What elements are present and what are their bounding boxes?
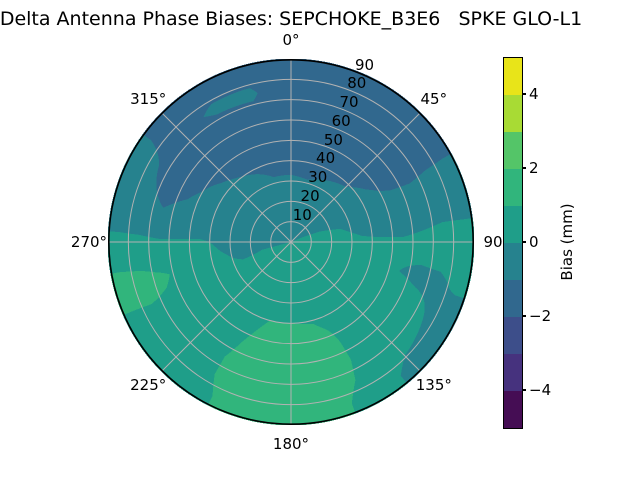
colorbar-segment (504, 391, 522, 428)
radial-tick-label-70: 70 (339, 93, 359, 111)
angle-tick-label-270: 270° (70, 233, 108, 251)
colorbar-tick-label: 2 (529, 159, 539, 177)
grid-spoke (161, 112, 292, 243)
grid-spoke (290, 112, 421, 243)
colorbar-segment (504, 206, 522, 243)
colorbar (503, 57, 523, 429)
colorbar-segment (504, 132, 522, 169)
colorbar-tick-label: −4 (529, 381, 552, 399)
angle-tick-label-180: 180° (272, 435, 310, 453)
colorbar-segment (504, 243, 522, 280)
grid-spoke (161, 241, 292, 372)
polar-plot (108, 59, 474, 425)
radial-tick-label-20: 20 (300, 187, 320, 205)
colorbar-tick (522, 241, 526, 243)
colorbar-tick-label: 4 (529, 85, 539, 103)
colorbar-tick-label: −2 (529, 307, 552, 325)
angle-tick-label-90: 90 (483, 233, 503, 251)
colorbar-segment (504, 169, 522, 206)
colorbar-segment (504, 58, 522, 95)
angle-tick-label-315: 315° (130, 90, 167, 109)
grid-spoke (290, 241, 421, 372)
colorbar-segment (504, 317, 522, 354)
polar-grid (108, 59, 474, 425)
colorbar-tick (522, 93, 526, 95)
colorbar-segment (504, 280, 522, 317)
angle-tick-label-45: 45° (420, 90, 448, 109)
polar-spine (108, 59, 474, 425)
colorbar-tick (522, 315, 526, 317)
chart-title: Delta Antenna Phase Biases: SEPCHOKE_B3E… (0, 8, 583, 30)
colorbar-tick (522, 167, 526, 169)
radial-tick-label-50: 50 (323, 130, 343, 149)
colorbar-tick-label: 0 (529, 233, 539, 251)
radial-tick-label-40: 40 (316, 149, 336, 168)
radial-tick-label-90: 90 (354, 55, 375, 74)
colorbar-tick (522, 389, 526, 391)
angle-tick-label-225: 225° (130, 375, 167, 394)
radial-tick-label-60: 60 (331, 111, 351, 130)
radial-tick-label-80: 80 (347, 74, 367, 93)
radial-tick-label-30: 30 (308, 168, 328, 187)
colorbar-label: Bias (mm) (558, 203, 576, 281)
angle-tick-label-0: 0° (282, 31, 300, 49)
colorbar-segment (504, 354, 522, 391)
colorbar-segment (504, 95, 522, 132)
angle-tick-label-135: 135° (415, 375, 452, 394)
radial-tick-label-10: 10 (292, 205, 312, 224)
